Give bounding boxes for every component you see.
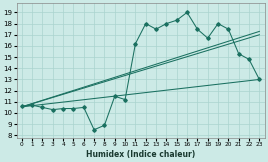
X-axis label: Humidex (Indice chaleur): Humidex (Indice chaleur) xyxy=(86,150,195,159)
